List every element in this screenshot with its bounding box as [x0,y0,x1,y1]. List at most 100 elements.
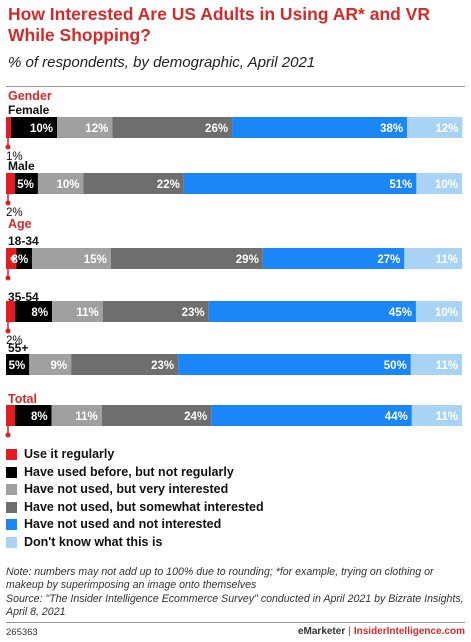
data-label: 8% [31,307,48,319]
chart-id: 265363 [6,627,38,638]
brand-insider: InsiderIntelligence.com [353,626,465,637]
legend-label: Use it regularly [24,447,115,461]
bar-segment [52,301,103,322]
data-label: 22% [157,179,180,191]
bar-segment [15,301,53,322]
bar-segment [15,173,38,194]
top-divider [6,86,465,87]
bar-segment [32,248,111,269]
marker-dot [5,328,11,334]
legend-label: Have not used, but very interested [24,482,229,497]
brand-separator: | [348,626,351,637]
data-label: 3% [12,254,29,266]
bar-segment [410,354,462,375]
data-label: 11% [76,307,98,319]
row-label-35-54: 35-54 [8,290,39,304]
bar-segment [71,354,179,375]
group-label-gender: Gender [8,89,52,103]
bar-segment [208,301,416,322]
bar-segment [211,405,412,426]
row-label-18-34: 18-34 [8,234,39,248]
bar-segment [411,405,462,426]
data-label: 11% [436,411,458,423]
data-label: 5% [9,360,26,372]
bottom-divider [6,622,465,623]
bar-segment [6,173,16,194]
footer-brand: eMarketer | InsiderIntelligence.com [298,626,465,637]
group-label-age: Age [8,217,32,231]
row-label-female: Female [8,103,50,117]
row-label-55-: 55+ [8,341,28,355]
data-label: 26% [205,123,228,135]
legend-item: Don't know what this is [6,535,406,550]
data-label: 10% [435,179,458,191]
bar-segment [83,173,184,194]
data-label: 27% [377,254,400,266]
legend-label: Don't know what this is [24,535,163,549]
bar-segment [37,173,84,194]
data-label: 11% [436,254,458,266]
legend-item: Have not used, but somewhat interested [6,499,406,515]
data-label: 11% [436,360,458,372]
bar-segment [407,117,463,138]
note-text: Note: numbers may not add up to 100% due… [6,566,434,592]
data-label: 9% [51,360,68,372]
bar-segment [6,405,16,426]
data-label: 38% [380,123,403,135]
bar-segment [110,248,263,269]
bar-segment [57,117,113,138]
legend-swatch [6,484,17,496]
bar-segment [51,405,102,426]
bar-segment [178,354,411,375]
data-label-use-regularly: 2% [6,335,23,347]
group-label-total: Total [8,392,37,406]
legend-item: Have used before, but not regularly [6,465,406,480]
bar-segment [101,405,212,426]
bar-segment [416,173,462,194]
data-label: 10% [56,179,79,191]
legend-label: Have not used, but somewhat interested [24,499,264,514]
data-label: 51% [389,179,412,191]
data-label: 12% [85,123,108,135]
marker-dot [5,275,11,281]
bar-segment [404,248,462,269]
data-label: 10% [435,307,458,319]
data-label-use-regularly: 2% [6,207,23,219]
data-label: 50% [384,360,407,372]
bar-segment [15,405,52,426]
chart-title: How Interested Are US Adults in Using AR… [8,4,430,45]
data-label: 45% [389,307,412,319]
bar-segment [29,354,72,375]
legend-swatch [6,501,17,513]
legend-swatch [6,466,17,478]
bar-segment [6,117,11,138]
data-label: 11% [75,411,97,423]
marker-dot-inline [10,256,16,261]
bar-segment [16,248,33,269]
bar-segment [183,173,417,194]
marker-dot [5,432,11,438]
bar-segment [102,301,209,322]
bar-segment [6,301,16,322]
bar-segment [6,354,30,375]
legend-item: Have not used, but very interested [6,482,406,497]
legend-item: Use it regularly [6,447,406,462]
data-label: 24% [184,411,207,423]
data-label: 10% [30,123,53,135]
data-label: 23% [182,307,205,319]
bar-segment [262,248,405,269]
data-label: 15% [84,254,107,266]
chart-notes: Note: numbers may not add up to 100% due… [6,566,468,620]
legend-swatch [6,519,17,531]
bar-segment [112,117,233,138]
bar-segment [232,117,408,138]
legend-swatch [6,449,17,460]
data-label-use-regularly: 1% [6,151,23,163]
chart-subtitle: % of respondents, by demographic, April … [8,54,316,71]
row-label-male: Male [8,159,35,173]
marker-dot [5,144,11,150]
bar-segment [415,301,462,322]
legend-item: Have not used and not interested [6,517,406,532]
data-label: 44% [385,411,408,423]
